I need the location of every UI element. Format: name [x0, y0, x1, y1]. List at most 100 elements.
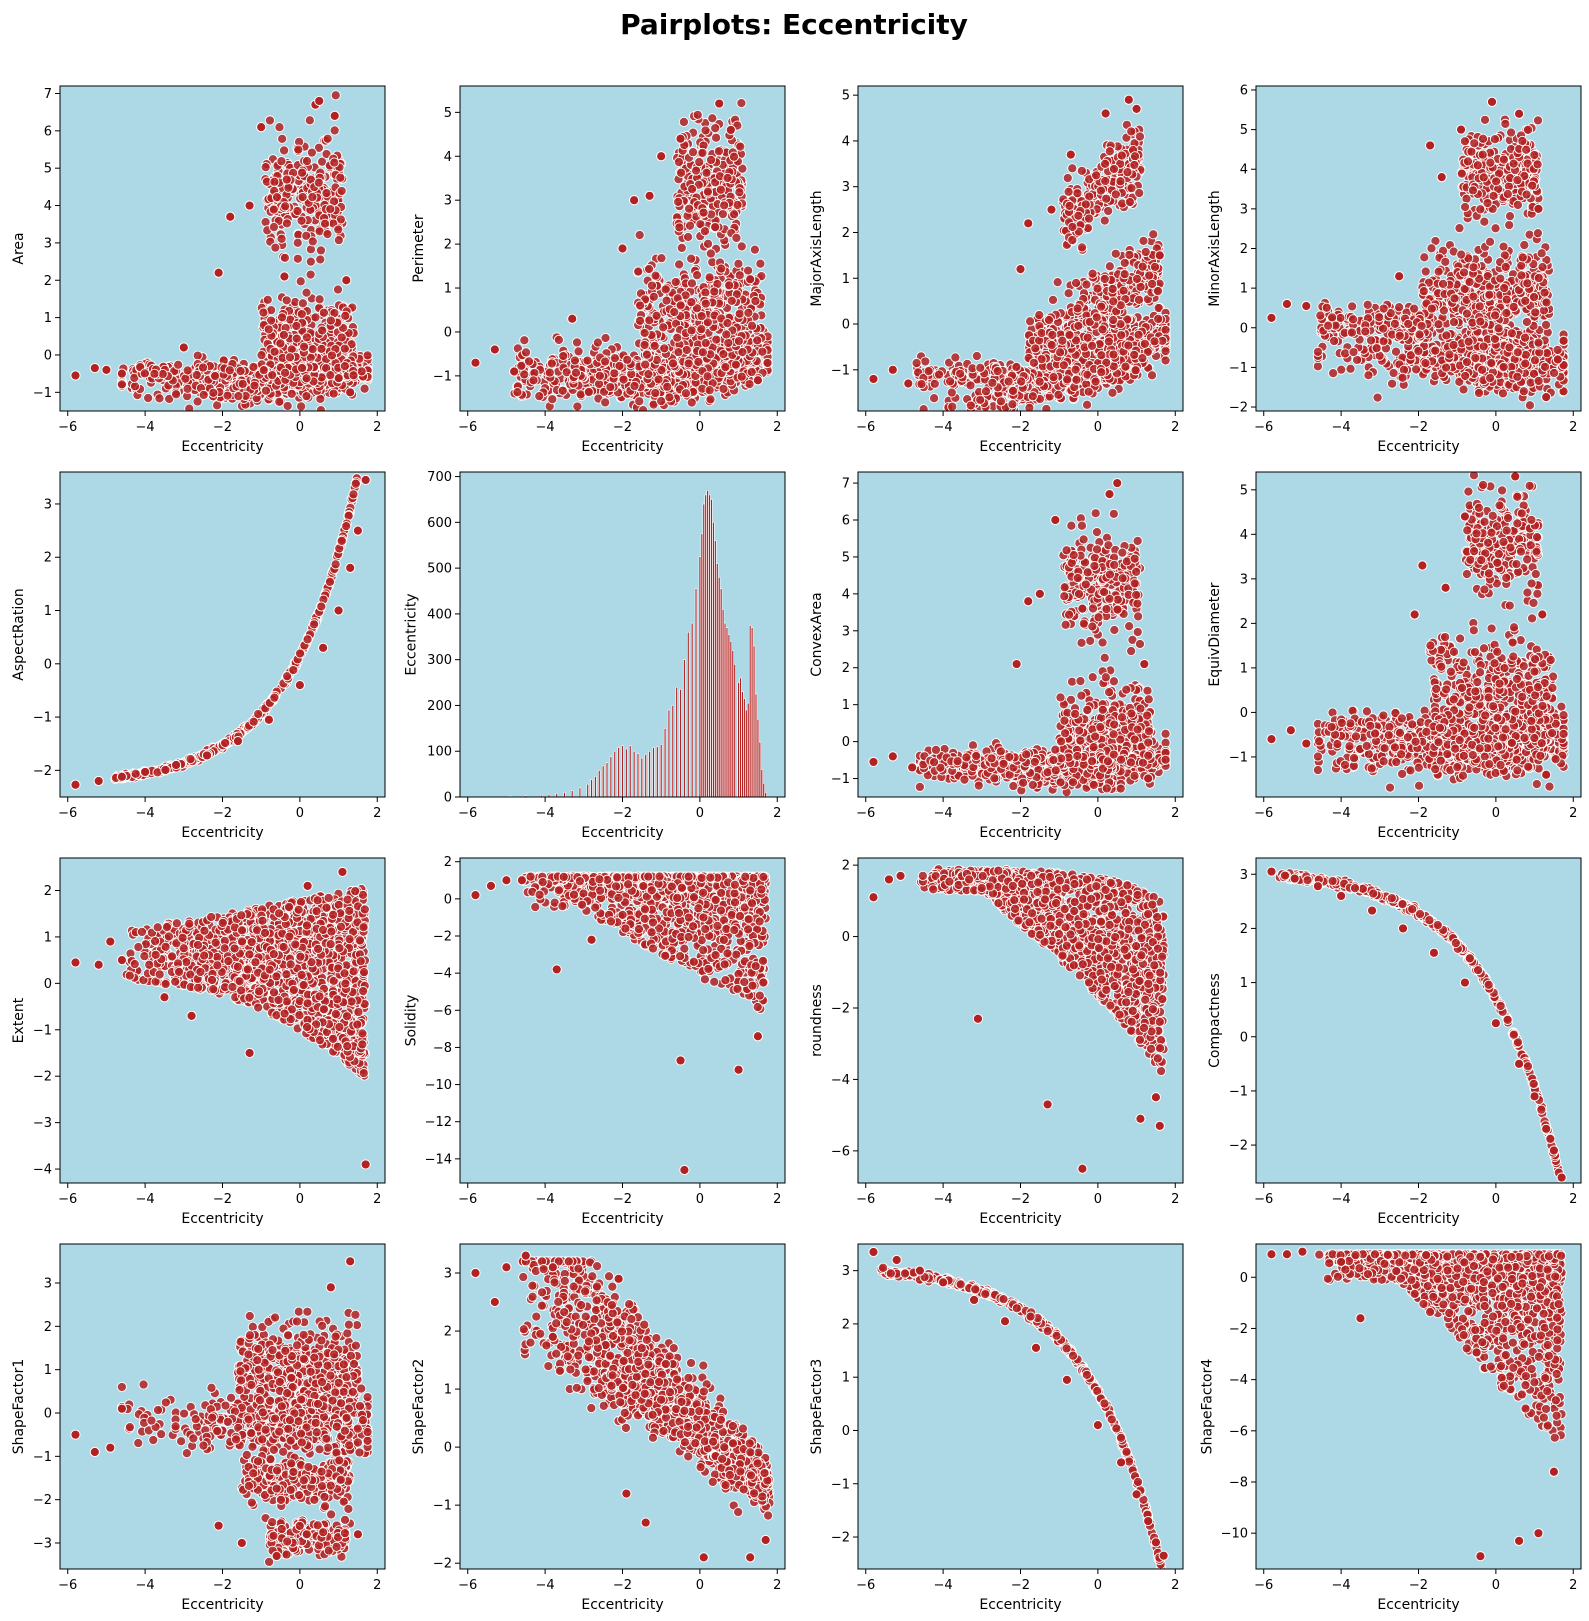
scatter-point	[315, 245, 326, 256]
scatter-point	[314, 294, 325, 305]
scatter-point	[325, 315, 336, 326]
scatter-point	[1110, 189, 1121, 200]
scatter-point	[629, 195, 640, 206]
scatter-point	[673, 196, 684, 207]
scatter-point	[1160, 355, 1171, 366]
y-tick-label: 0	[44, 348, 52, 363]
scatter-point	[325, 370, 336, 381]
y-tick-label: −1	[433, 369, 452, 384]
scatter-point	[711, 334, 722, 345]
scatter-point	[292, 206, 303, 217]
scatter-point	[675, 300, 686, 311]
scatter-point	[178, 342, 189, 353]
scatter-point	[687, 184, 698, 195]
scatter-point	[333, 235, 344, 246]
scatter-point	[692, 270, 703, 281]
scatter-point	[762, 357, 773, 368]
scatter-point	[664, 392, 675, 403]
scatter-point	[650, 270, 661, 281]
x-axis-label: Eccentricity	[181, 439, 263, 455]
scatter-point	[340, 310, 351, 321]
scatter-point	[1104, 261, 1115, 272]
scatter-point	[1116, 150, 1127, 161]
scatter-point	[222, 390, 233, 401]
scatter-point	[547, 394, 558, 405]
scatter-point	[1052, 277, 1063, 288]
scatter-point	[700, 287, 711, 298]
scatter-point	[745, 274, 756, 285]
scatter-point	[292, 237, 303, 248]
scatter-point	[225, 211, 236, 222]
scatter-point	[1063, 288, 1074, 299]
scatter-point	[700, 298, 711, 309]
scatter-point	[336, 332, 347, 343]
scatter-point	[317, 325, 328, 336]
scatter-point	[1047, 294, 1059, 305]
scatter-point	[297, 167, 308, 178]
scatter-point	[1027, 391, 1038, 402]
scatter-point	[192, 350, 203, 361]
scatter-point	[282, 400, 293, 411]
scatter-point	[70, 370, 81, 381]
scatter-point	[744, 379, 755, 390]
scatter-point	[305, 256, 316, 267]
scatter-point	[923, 366, 934, 377]
scatter-point	[279, 271, 290, 282]
scatter-point	[635, 300, 646, 311]
y-axis-label: Perimeter	[411, 214, 427, 283]
scatter-point	[929, 378, 940, 389]
scatter-point	[283, 182, 294, 193]
scatter-point	[683, 358, 694, 369]
scatter-point	[1103, 205, 1114, 217]
scatter-point	[292, 253, 303, 264]
scatter-point	[638, 405, 649, 411]
scatter-point	[1116, 330, 1127, 341]
scatter-point	[348, 370, 359, 381]
scatter-point	[184, 403, 195, 411]
scatter-point	[729, 209, 740, 220]
scatter-point	[268, 222, 279, 233]
scatter-point	[1016, 376, 1027, 387]
scatter-point	[301, 230, 312, 241]
scatter-point	[696, 324, 707, 335]
scatter-point	[557, 385, 568, 396]
scatter-point	[733, 258, 744, 269]
scatter-point	[157, 368, 168, 380]
scatter-point	[281, 174, 292, 185]
scatter-point	[1081, 279, 1092, 290]
scatter-point	[649, 340, 660, 351]
scatter-point	[139, 368, 150, 379]
scatter-point	[722, 318, 733, 329]
scatter-point	[271, 192, 283, 203]
scatter-point	[975, 362, 986, 373]
scatter-point	[1149, 336, 1160, 347]
scatter-point	[1108, 349, 1119, 360]
scatter-point	[648, 291, 659, 302]
scatter-point	[582, 355, 593, 366]
scatter-point	[293, 144, 304, 155]
scatter-point	[260, 385, 272, 396]
scatter-point	[1120, 361, 1131, 372]
scatter-point	[1058, 360, 1069, 371]
scatter-point	[971, 350, 982, 362]
scatter-point	[1046, 340, 1057, 351]
scatter-point	[1144, 270, 1155, 281]
scatter-point	[683, 231, 694, 243]
scatter-point	[743, 265, 754, 276]
scatter-point	[1153, 313, 1164, 324]
scatter-point	[164, 393, 175, 404]
scatter-point	[333, 373, 344, 384]
scatter-point	[296, 362, 308, 374]
scatter-point	[291, 333, 302, 344]
scatter-point	[662, 381, 673, 392]
scatter-point	[269, 176, 280, 187]
scatter-point	[696, 311, 707, 322]
scatter-point	[692, 109, 703, 120]
scatter-point	[248, 361, 259, 373]
scatter-point	[691, 165, 702, 176]
scatter-point	[1071, 374, 1082, 385]
scatter-point	[256, 121, 267, 133]
scatter-point	[1137, 261, 1148, 272]
scatter-point	[516, 360, 527, 371]
scatter-point	[571, 337, 583, 348]
